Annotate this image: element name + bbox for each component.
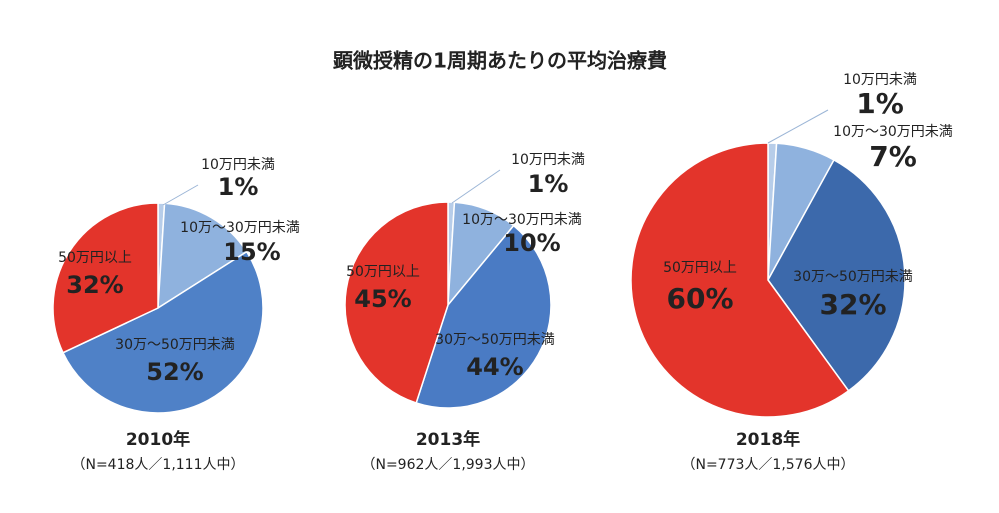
slice-value-label: 60% (666, 282, 733, 315)
slice-value-label: 32% (819, 288, 886, 321)
leader-line (162, 184, 199, 206)
slice-category-label: 30万～50万円未満 (793, 269, 913, 285)
slice-category-label: 10万～30万円未満 (462, 212, 582, 228)
leader-line (767, 109, 829, 144)
leader-line (451, 169, 501, 204)
slice-category-label: 10万～30万円未満 (833, 124, 953, 140)
pie-slice (52, 202, 159, 354)
slice-category-label: 10万～30万円未満 (180, 220, 300, 236)
slice-value-label: 1% (528, 170, 569, 198)
pie-subtitle: （N=962人／1,993人中） (361, 457, 534, 473)
slice-category-label: 30万～50万円未満 (115, 337, 235, 353)
slice-value-label: 32% (66, 271, 123, 299)
slice-category-label: 10万円未満 (511, 152, 585, 168)
slice-category-label: 30万～50万円未満 (435, 332, 555, 348)
pie-subtitle: （N=773人／1,576人中） (681, 457, 854, 473)
pie-slice (61, 250, 264, 414)
slice-category-label: 10万円未満 (843, 72, 917, 88)
page-title: 顕微授精の1周期あたりの平均治療費 (333, 49, 667, 73)
slice-value-label: 45% (354, 285, 411, 313)
pie-slice (630, 142, 850, 418)
slice-category-label: 50万円以上 (346, 264, 420, 280)
slice-value-label: 1% (218, 173, 259, 201)
slice-value-label: 7% (869, 140, 917, 173)
pie-title: 2010年 (126, 429, 190, 450)
slice-category-label: 50万円以上 (58, 250, 132, 266)
slice-category-label: 50万円以上 (663, 260, 737, 276)
slice-value-label: 52% (146, 358, 203, 386)
slice-value-label: 44% (466, 353, 523, 381)
pie-slice (767, 158, 906, 392)
pie-title: 2018年 (736, 429, 800, 450)
slice-value-label: 15% (223, 238, 280, 266)
pie-slice (415, 224, 552, 409)
slice-category-label: 10万円未満 (201, 157, 275, 173)
pie-subtitle: （N=418人／1,111人中） (71, 457, 244, 473)
pie-slice (344, 201, 449, 404)
slice-value-label: 10% (503, 229, 560, 257)
pie-slice (157, 202, 248, 310)
slice-value-label: 1% (856, 87, 904, 120)
pie-title: 2013年 (416, 429, 480, 450)
